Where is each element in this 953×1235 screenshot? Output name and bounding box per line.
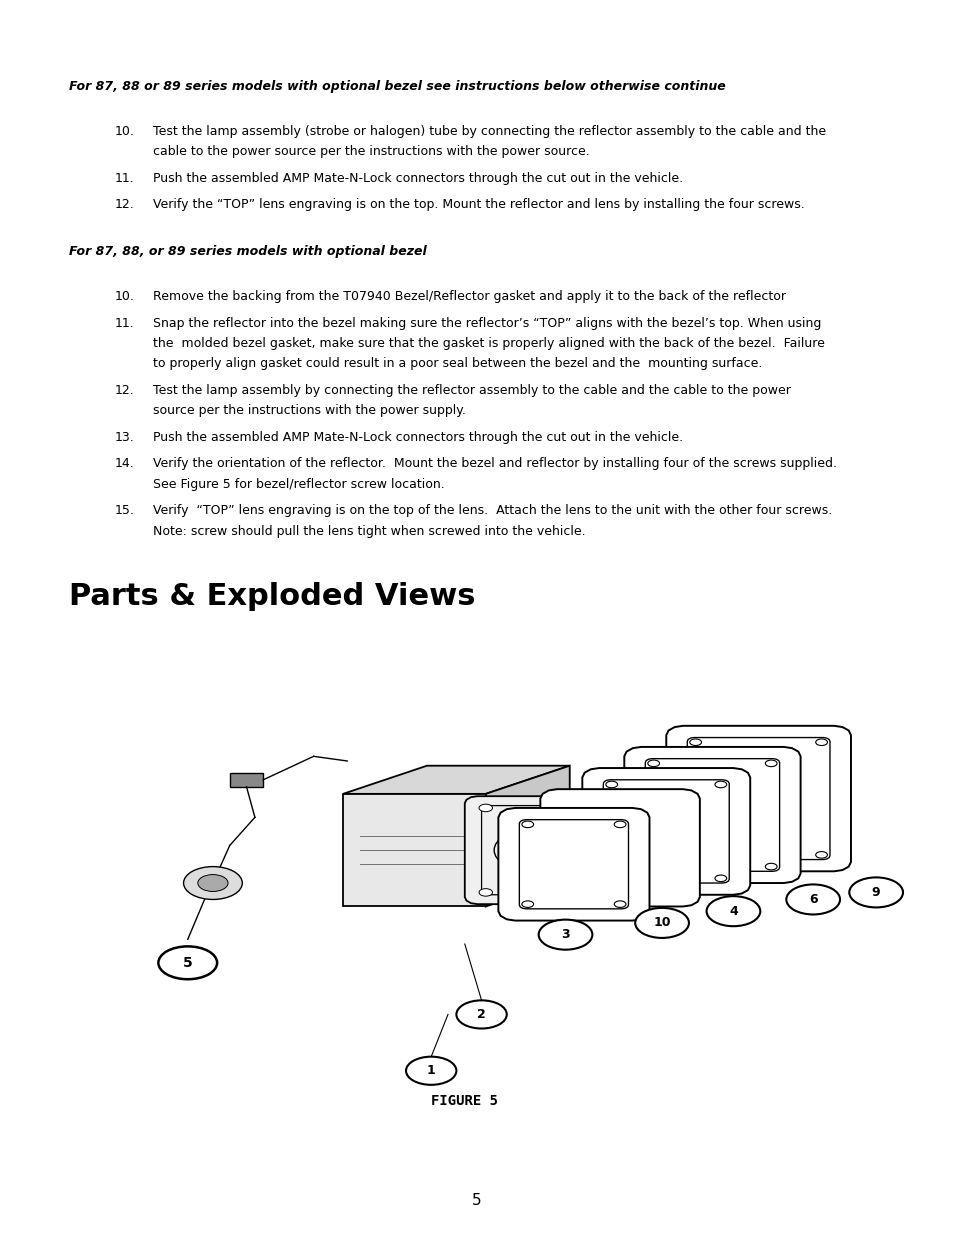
Circle shape — [706, 897, 760, 926]
Circle shape — [605, 876, 617, 882]
Circle shape — [456, 1000, 506, 1029]
Polygon shape — [485, 766, 569, 906]
Circle shape — [523, 846, 539, 855]
Text: 10: 10 — [653, 916, 670, 930]
Text: Snap the reflector into the bezel making sure the reflector’s “TOP” aligns with : Snap the reflector into the bezel making… — [152, 316, 821, 330]
Circle shape — [521, 900, 533, 908]
Text: Verify the orientation of the reflector.  Mount the bezel and reflector by insta: Verify the orientation of the reflector.… — [152, 457, 836, 471]
Text: 9: 9 — [871, 885, 880, 899]
Circle shape — [538, 920, 592, 950]
Polygon shape — [665, 726, 850, 872]
Text: Verify  “TOP” lens engraving is on the top of the lens.  Attach the lens to the : Verify “TOP” lens engraving is on the to… — [152, 504, 831, 517]
Text: 6: 6 — [808, 893, 817, 906]
Text: For 87, 88 or 89 series models with optional bezel see instructions below otherw: For 87, 88 or 89 series models with opti… — [69, 80, 724, 94]
Circle shape — [521, 821, 533, 827]
Circle shape — [689, 739, 700, 746]
Polygon shape — [539, 789, 700, 906]
Text: Push the assembled AMP Mate-N-Lock connectors through the cut out in the vehicle: Push the assembled AMP Mate-N-Lock conne… — [152, 431, 682, 443]
Polygon shape — [481, 805, 581, 894]
Text: 15.: 15. — [114, 504, 134, 517]
Circle shape — [571, 804, 584, 811]
Text: 5: 5 — [472, 1193, 481, 1208]
Text: 4: 4 — [728, 905, 737, 918]
Polygon shape — [581, 768, 749, 894]
Text: to properly align gasket could result in a poor seal between the bezel and the  : to properly align gasket could result in… — [152, 357, 761, 370]
Text: Note: screw should pull the lens tight when screwed into the vehicle.: Note: screw should pull the lens tight w… — [152, 525, 584, 537]
Text: source per the instructions with the power supply.: source per the instructions with the pow… — [152, 404, 465, 417]
Text: 3: 3 — [560, 929, 569, 941]
Text: 1: 1 — [426, 1065, 436, 1077]
Circle shape — [406, 1057, 456, 1084]
Text: 5: 5 — [183, 956, 193, 969]
Circle shape — [647, 863, 659, 869]
Circle shape — [605, 782, 617, 788]
Circle shape — [614, 900, 625, 908]
Polygon shape — [497, 808, 649, 920]
Text: 10.: 10. — [114, 290, 134, 303]
Text: Test the lamp assembly (strobe or halogen) tube by connecting the reflector asse: Test the lamp assembly (strobe or haloge… — [152, 125, 825, 138]
Polygon shape — [230, 773, 263, 787]
Text: cable to the power source per the instructions with the power source.: cable to the power source per the instru… — [152, 146, 589, 158]
Text: 12.: 12. — [114, 199, 134, 211]
Circle shape — [815, 739, 826, 746]
Circle shape — [571, 889, 584, 897]
Text: 13.: 13. — [114, 431, 134, 443]
Text: Test the lamp assembly by connecting the reflector assembly to the cable and the: Test the lamp assembly by connecting the… — [152, 384, 790, 396]
Text: 2: 2 — [476, 1008, 485, 1021]
Text: Verify the “TOP” lens engraving is on the top. Mount the reflector and lens by i: Verify the “TOP” lens engraving is on th… — [152, 199, 803, 211]
Polygon shape — [343, 766, 569, 794]
Circle shape — [478, 889, 492, 897]
Text: Remove the backing from the T07940 Bezel/Reflector gasket and apply it to the ba: Remove the backing from the T07940 Bezel… — [152, 290, 785, 303]
Polygon shape — [343, 794, 485, 906]
Circle shape — [785, 884, 840, 914]
Circle shape — [848, 877, 902, 908]
Polygon shape — [518, 820, 628, 909]
Text: Parts & Exploded Views: Parts & Exploded Views — [69, 582, 475, 610]
Circle shape — [689, 852, 700, 858]
Circle shape — [158, 946, 217, 979]
Polygon shape — [644, 758, 779, 872]
Circle shape — [183, 867, 242, 899]
Polygon shape — [686, 737, 829, 860]
Text: See Figure 5 for bezel/reflector screw location.: See Figure 5 for bezel/reflector screw l… — [152, 478, 444, 490]
Text: 14.: 14. — [114, 457, 134, 471]
Circle shape — [714, 782, 726, 788]
Polygon shape — [623, 747, 800, 883]
Text: 11.: 11. — [114, 316, 134, 330]
Text: 10.: 10. — [114, 125, 134, 138]
Circle shape — [635, 908, 688, 937]
Text: the  molded bezel gasket, make sure that the gasket is properly aligned with the: the molded bezel gasket, make sure that … — [152, 337, 823, 350]
Polygon shape — [602, 779, 728, 883]
Text: 12.: 12. — [114, 384, 134, 396]
Circle shape — [764, 863, 777, 869]
Text: For 87, 88, or 89 series models with optional bezel: For 87, 88, or 89 series models with opt… — [69, 246, 426, 258]
Text: FIGURE 5: FIGURE 5 — [431, 1094, 497, 1108]
Circle shape — [647, 760, 659, 767]
Circle shape — [478, 804, 492, 811]
Circle shape — [764, 760, 777, 767]
Circle shape — [197, 874, 228, 892]
Text: 11.: 11. — [114, 172, 134, 185]
Polygon shape — [464, 797, 598, 904]
Text: Push the assembled AMP Mate-N-Lock connectors through the cut out in the vehicle: Push the assembled AMP Mate-N-Lock conne… — [152, 172, 682, 185]
Circle shape — [815, 852, 826, 858]
Circle shape — [614, 821, 625, 827]
Circle shape — [714, 876, 726, 882]
